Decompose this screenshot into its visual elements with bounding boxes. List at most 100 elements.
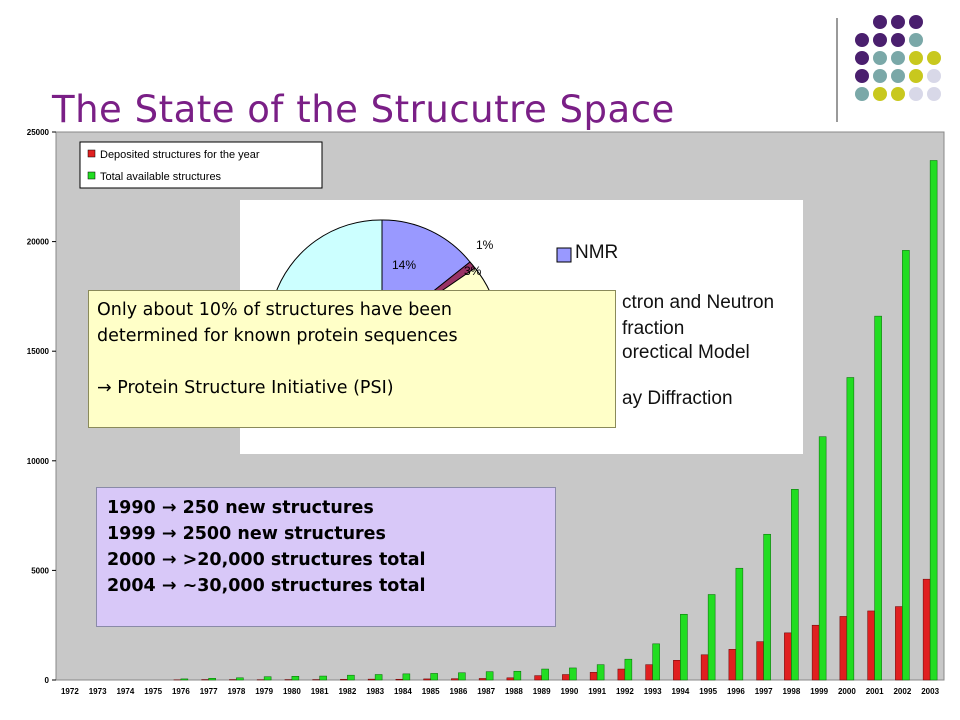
pie-legend-theoretical: orectical Model	[622, 342, 750, 363]
bar-deposited	[617, 668, 626, 681]
x-tick-label: 1978	[227, 687, 245, 696]
bar-deposited	[839, 616, 848, 681]
stats-line: 1990 → 250 new structures	[107, 498, 374, 518]
arrow-icon: →	[161, 550, 177, 570]
stats-line: 2000 → >20,000 structures total	[107, 550, 426, 570]
bar-deposited	[367, 678, 376, 681]
x-tick-label: 1977	[200, 687, 218, 696]
decorative-dot	[909, 33, 923, 47]
x-tick-label: 2003	[921, 687, 939, 696]
bar-total	[929, 160, 938, 681]
arrow-icon: →	[161, 498, 177, 518]
bar-total	[652, 643, 660, 681]
pie-legend-swatch-nmr	[556, 247, 572, 263]
legend-label-total: Total available structures	[100, 171, 222, 183]
x-tick-label: 1974	[116, 687, 134, 696]
x-tick-label: 1989	[533, 687, 551, 696]
bar-total	[263, 676, 272, 681]
x-tick-label: 1980	[283, 687, 301, 696]
y-tick-label: 15000	[27, 347, 50, 356]
x-tick-label: 1997	[755, 687, 773, 696]
bar-total	[513, 670, 522, 681]
bar-total	[458, 672, 466, 681]
bar-deposited	[451, 678, 459, 681]
x-tick-label: 1983	[366, 687, 384, 696]
bar-deposited	[811, 624, 820, 681]
bar-total	[680, 613, 688, 681]
decorative-dot-grid	[855, 15, 941, 101]
x-tick-label: 1994	[671, 687, 689, 696]
x-tick-label: 1985	[422, 687, 440, 696]
stats-line: 2004 → ~30,000 structures total	[107, 576, 426, 596]
bar-total	[208, 677, 216, 681]
arrow-icon: →	[161, 524, 177, 544]
decorative-dot	[891, 87, 905, 101]
bar-deposited	[423, 678, 431, 681]
decorative-dot	[909, 87, 923, 101]
bar-deposited	[895, 606, 903, 681]
bar-deposited	[506, 677, 515, 681]
decorative-dot	[891, 69, 905, 83]
x-tick-label: 1998	[782, 687, 800, 696]
pie-pct-electron: 1%	[476, 238, 494, 252]
arrow-icon: →	[161, 576, 177, 596]
x-tick-label: 1972	[61, 687, 79, 696]
bar-total	[624, 658, 633, 681]
x-tick-label: 1981	[311, 687, 329, 696]
arrow-icon: →	[97, 378, 112, 398]
x-tick-label: 1999	[810, 687, 828, 696]
bar-total	[735, 567, 744, 681]
y-tick-label: 25000	[27, 128, 50, 137]
pie-legend-nmr: NMR	[575, 242, 619, 263]
decorative-dot	[909, 15, 923, 29]
x-tick-label: 1996	[727, 687, 745, 696]
x-tick-label: 1982	[338, 687, 356, 696]
bar-total	[374, 674, 383, 681]
pie-legend-electron: ctron and Neutron	[622, 292, 775, 313]
x-tick-label: 1973	[89, 687, 107, 696]
x-tick-label: 1975	[144, 687, 162, 696]
bar-total	[707, 594, 716, 681]
stats-line: 1999 → 2500 new structures	[107, 524, 386, 544]
bar-deposited	[562, 674, 570, 681]
note-line-3: → Protein Structure Initiative (PSI)	[97, 378, 394, 398]
x-tick-label: 1984	[394, 687, 412, 696]
x-tick-label: 2000	[838, 687, 856, 696]
decorative-dot	[855, 69, 869, 83]
x-tick-label: 1976	[172, 687, 190, 696]
legend-label-deposited: Deposited structures for the year	[100, 149, 260, 161]
legend-box	[79, 141, 323, 189]
bar-total	[902, 250, 910, 681]
bar-total	[402, 673, 411, 681]
x-tick-label: 2001	[866, 687, 884, 696]
bar-deposited	[340, 679, 348, 681]
bar-deposited	[589, 672, 598, 681]
x-tick-label: 1987	[477, 687, 495, 696]
bar-deposited	[700, 654, 709, 681]
bar-deposited	[784, 632, 792, 681]
decorative-dot	[891, 33, 905, 47]
bar-deposited	[478, 678, 487, 681]
pie-legend-fraction: fraction	[622, 318, 685, 339]
bar-total	[319, 675, 327, 681]
bar-deposited	[645, 664, 653, 681]
bar-total	[791, 489, 799, 681]
pie-pct-nmr: 14%	[392, 258, 417, 272]
y-tick-label: 10000	[27, 457, 50, 466]
bar-total	[180, 678, 189, 681]
x-tick-label: 1991	[588, 687, 606, 696]
decorative-dot	[873, 87, 887, 101]
bar-deposited	[395, 678, 404, 681]
decorative-dot	[873, 51, 887, 65]
bar-total	[818, 436, 827, 681]
note-line-2: determined for known protein sequences	[97, 326, 458, 346]
bar-deposited	[922, 578, 931, 681]
decorative-dot	[927, 69, 941, 83]
note-box: Only about 10% of structures have been d…	[88, 290, 616, 428]
decorative-divider	[836, 18, 838, 122]
bar-total	[763, 533, 771, 681]
decorative-dot	[909, 51, 923, 65]
chart-legend: Deposited structures for the year Total a…	[79, 141, 323, 189]
x-tick-label: 1988	[505, 687, 523, 696]
bar-total	[846, 377, 855, 681]
